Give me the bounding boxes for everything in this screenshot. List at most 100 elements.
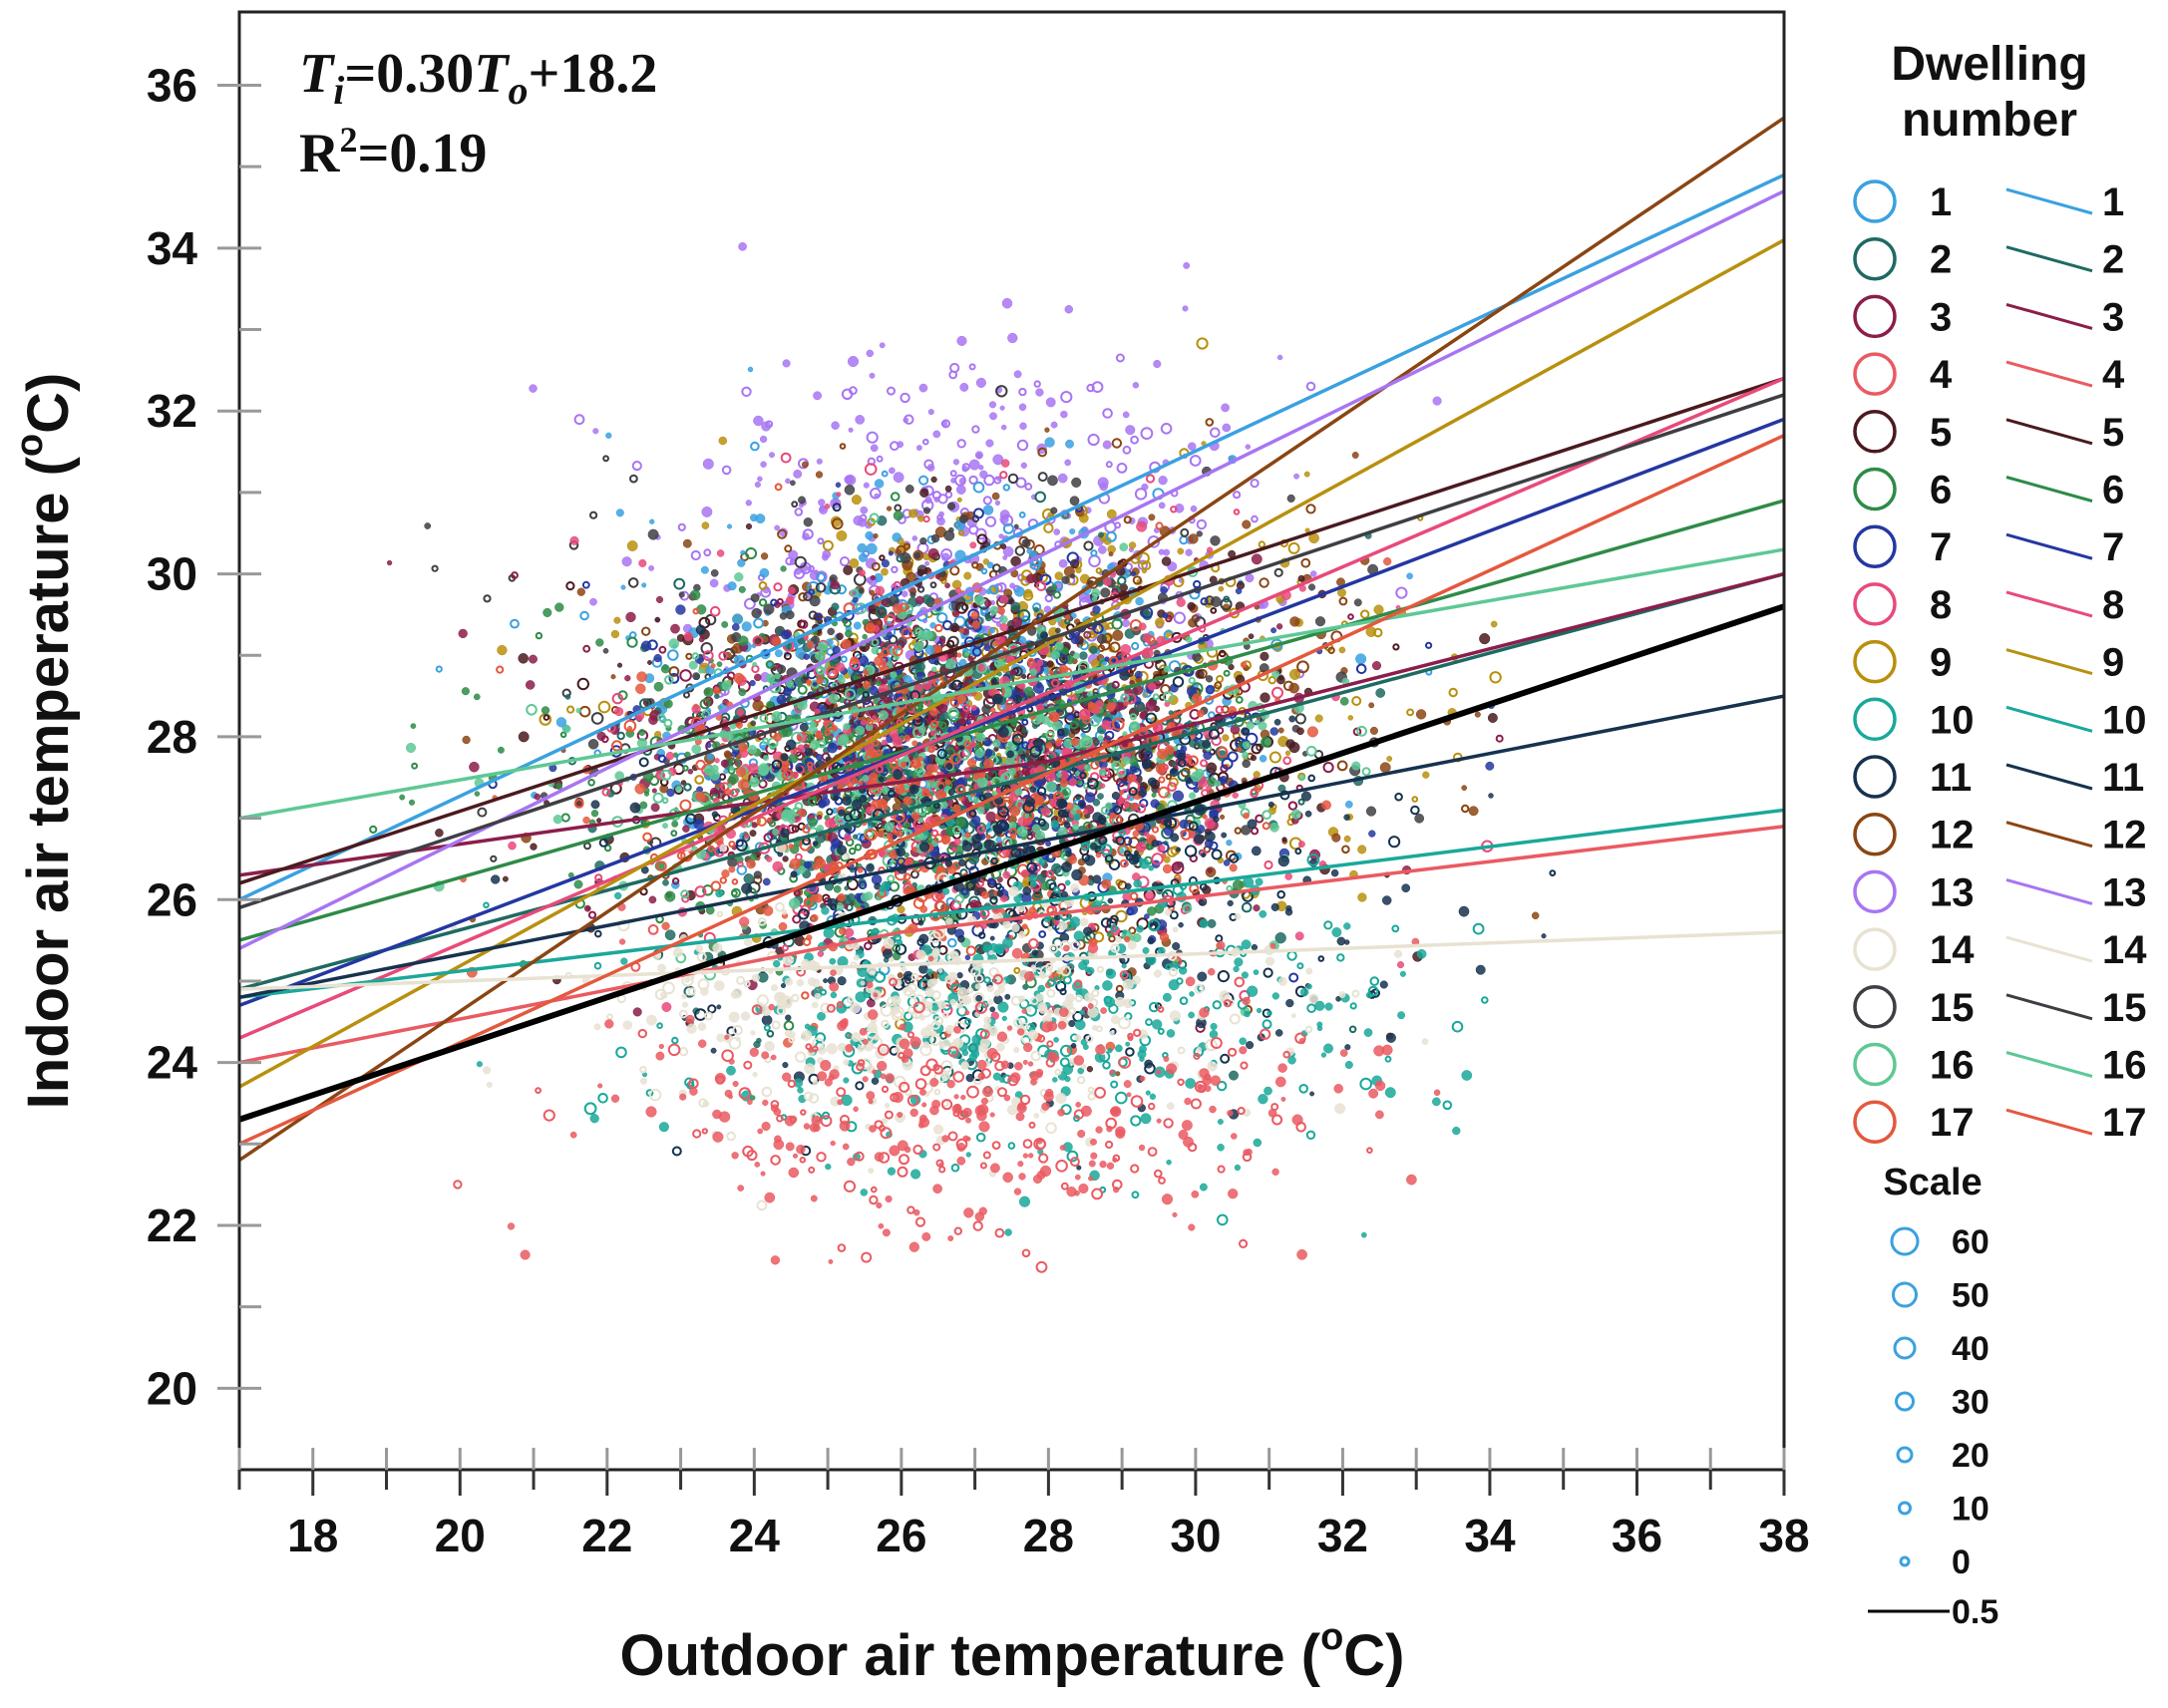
data-point [760, 552, 769, 560]
data-point [992, 454, 1004, 466]
data-point [1379, 762, 1391, 774]
data-point [1157, 844, 1166, 854]
data-point [542, 607, 552, 617]
data-point [1180, 767, 1191, 778]
data-point [945, 658, 957, 670]
data-point [1344, 800, 1353, 809]
data-point [1099, 769, 1107, 777]
data-point [788, 586, 796, 595]
data-point [1044, 427, 1050, 433]
data-point [1185, 548, 1193, 556]
data-point [964, 954, 971, 961]
data-point [774, 649, 783, 658]
data-point [1179, 819, 1189, 830]
data-point [1021, 538, 1031, 548]
data-point [904, 485, 914, 494]
data-point [857, 542, 868, 553]
data-point [1108, 551, 1114, 557]
data-point [1160, 423, 1173, 435]
data-point [1050, 421, 1058, 429]
data-point [1251, 514, 1259, 523]
data-point [844, 885, 850, 891]
data-point [658, 715, 667, 723]
data-point [1001, 297, 1013, 309]
data-point [1084, 792, 1096, 804]
data-point [661, 1002, 672, 1012]
data-point [803, 517, 813, 527]
data-point [975, 377, 986, 388]
data-point [1144, 913, 1150, 919]
data-point [1242, 519, 1252, 529]
data-point [881, 559, 890, 568]
data-point [849, 557, 860, 568]
data-point [1305, 504, 1316, 514]
data-point [968, 363, 976, 371]
data-point [605, 432, 612, 439]
data-point [1000, 459, 1010, 468]
data-point [971, 425, 980, 434]
data-point [729, 766, 735, 772]
data-point [1000, 424, 1007, 431]
data-point [1047, 475, 1058, 487]
data-point [1045, 781, 1057, 793]
data-point [1161, 556, 1172, 566]
data-point [1026, 573, 1036, 584]
data-point [855, 725, 866, 736]
data-point [1248, 633, 1255, 640]
data-point [569, 535, 579, 545]
data-point [951, 610, 960, 618]
data-point [958, 514, 968, 523]
data-point [999, 514, 1009, 524]
data-point [1260, 692, 1270, 703]
data-point [1091, 588, 1101, 597]
data-point [1102, 408, 1113, 419]
data-point [566, 705, 575, 714]
data-point [1075, 566, 1082, 574]
data-point [852, 723, 858, 729]
data-point [1281, 837, 1287, 843]
data-point [782, 359, 791, 368]
data-point [728, 774, 739, 785]
data-point [788, 897, 801, 909]
data-point [1046, 660, 1054, 668]
data-point [727, 581, 737, 591]
data-point [974, 748, 985, 759]
data-point [508, 841, 517, 851]
data-point [698, 667, 704, 674]
data-point [988, 401, 997, 409]
data-point [1296, 660, 1309, 674]
data-point [1061, 575, 1070, 584]
data-point [1066, 712, 1075, 721]
data-point [903, 726, 913, 735]
data-point [625, 611, 636, 623]
data-point [703, 548, 712, 557]
data-point [573, 879, 583, 889]
data-point [662, 823, 668, 830]
data-point [1250, 479, 1260, 489]
data-point [827, 627, 835, 636]
data-point [964, 650, 970, 656]
data-point [1253, 771, 1261, 779]
data-point [817, 537, 825, 545]
data-point [1053, 528, 1061, 535]
data-point [1253, 904, 1261, 912]
data-point [1269, 727, 1279, 736]
data-point [1050, 507, 1058, 514]
data-point [985, 439, 994, 448]
data-point [1259, 755, 1267, 763]
data-point [969, 541, 977, 549]
data-point [923, 459, 934, 470]
data-point [936, 516, 945, 526]
data-point [1104, 656, 1110, 662]
data-point [647, 660, 652, 665]
data-point [1187, 442, 1197, 451]
data-point [1024, 483, 1033, 491]
data-point [744, 834, 750, 840]
data-point [1163, 855, 1171, 863]
data-point [813, 391, 823, 401]
data-point [1347, 715, 1354, 721]
data-point [1461, 804, 1470, 814]
data-point [1105, 461, 1113, 469]
data-point [518, 653, 529, 664]
data-point [881, 567, 889, 576]
